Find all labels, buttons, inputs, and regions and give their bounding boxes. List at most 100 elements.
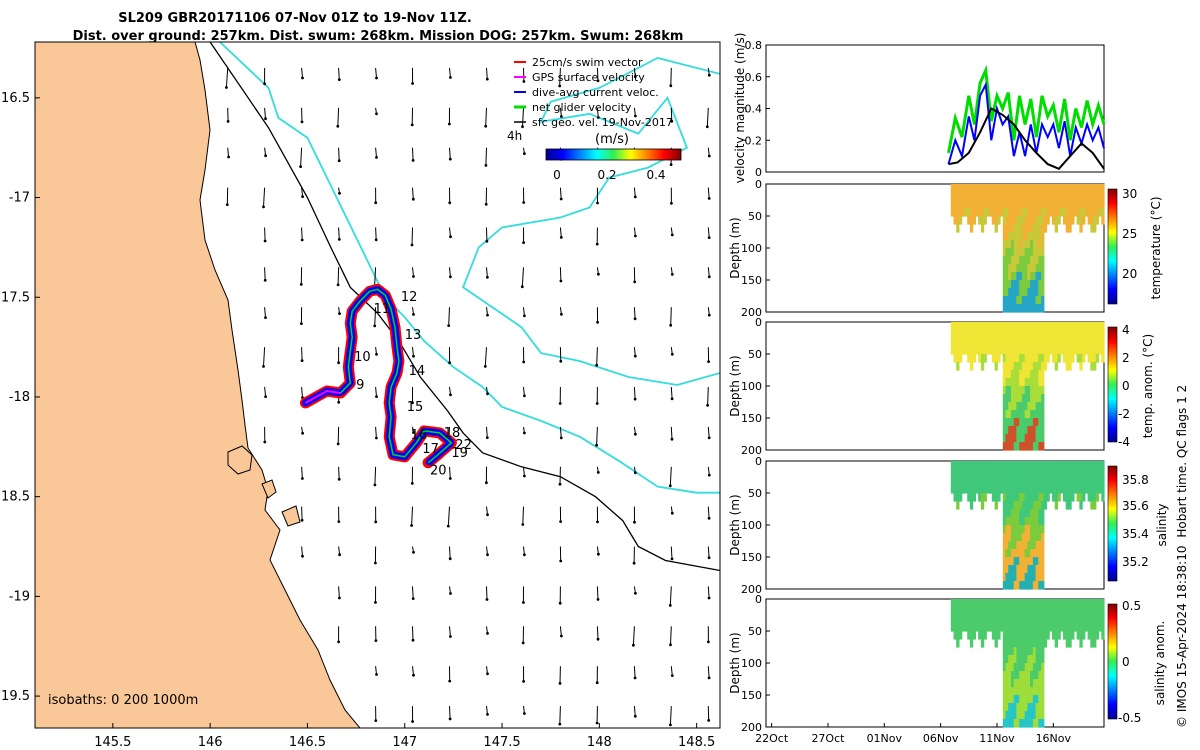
heat-cell (1079, 493, 1083, 502)
current-arrow-head (486, 313, 489, 317)
heat-cell (1038, 461, 1042, 470)
heat-cell (1011, 525, 1015, 534)
heat-cell (1032, 565, 1037, 574)
current-arrow-head (523, 152, 526, 156)
heat-cell (1002, 719, 1007, 728)
heat-cell (964, 607, 968, 616)
heat-cell (1002, 434, 1007, 443)
heat-cell (1073, 477, 1078, 486)
depth-tick-label: 0 (755, 455, 762, 468)
heat-cell (1021, 703, 1026, 712)
heat-cell (1071, 599, 1075, 608)
current-arrow (447, 506, 450, 527)
heat-cell (1057, 216, 1061, 225)
heat-cell (956, 224, 960, 233)
heat-cell (1016, 208, 1020, 217)
heat-cell (950, 461, 955, 470)
heat-cell (980, 607, 985, 616)
track-day-label: 10 (354, 350, 371, 365)
heat-cell (1087, 493, 1091, 502)
heat-cell (1073, 615, 1078, 624)
heat-cell (1021, 338, 1026, 347)
heat-cell (1090, 469, 1094, 478)
heat-cell (1095, 493, 1100, 502)
heat-cell (1098, 330, 1102, 339)
heat-cell (1041, 426, 1045, 435)
heat-cell (1087, 192, 1091, 201)
heat-cell (1095, 477, 1100, 486)
heat-cell (1068, 200, 1072, 209)
heat-cell (1011, 362, 1015, 371)
current-arrow-head (449, 393, 452, 397)
heat-cell (1027, 711, 1031, 720)
current-arrow (707, 227, 710, 238)
heat-cell (1002, 296, 1007, 305)
current-arrow (337, 107, 340, 127)
heat-cell (1052, 615, 1056, 624)
current-arrow-head (522, 360, 526, 364)
heat-cell (972, 477, 976, 486)
current-arrow-head (559, 279, 563, 283)
current-arrow (707, 267, 710, 277)
heat-cell (1019, 296, 1023, 305)
isobath-1000-line (462, 57, 720, 386)
temp-colorbar (1107, 188, 1118, 305)
heat-cell (1021, 394, 1026, 403)
heat-cell (1032, 549, 1037, 558)
current-arrow-head (707, 73, 711, 77)
heat-cell (1008, 362, 1012, 371)
heat-cell (1013, 354, 1017, 363)
current-arrow-head (225, 203, 229, 207)
heat-cell (1013, 493, 1017, 502)
heat-cell (983, 469, 987, 478)
current-arrow (707, 386, 709, 406)
heat-cell (959, 200, 963, 209)
map-xtick-label: 147 (392, 735, 417, 750)
heat-cell (972, 322, 976, 331)
heat-cell (1024, 232, 1028, 241)
heat-cell (1024, 208, 1028, 217)
heat-cell (975, 184, 979, 193)
track-day-label: 13 (405, 328, 422, 343)
heat-cell (1063, 607, 1067, 616)
heat-cell (1002, 549, 1007, 558)
heat-cell (1005, 322, 1009, 331)
heat-cell (1032, 533, 1037, 542)
heat-cell (1101, 623, 1105, 632)
heat-cell (1019, 631, 1023, 640)
heat-cell (1084, 477, 1089, 486)
heat-cell (953, 346, 957, 355)
heat-cell (1095, 208, 1100, 217)
heat-cell (1024, 296, 1028, 305)
heat-cell (1013, 322, 1017, 331)
heat-cell (1032, 338, 1037, 347)
heat-cell (1008, 224, 1012, 233)
heat-cell (1008, 517, 1012, 526)
heat-cell (1011, 280, 1015, 289)
heat-cell (1038, 493, 1042, 502)
heat-cell (1021, 386, 1026, 395)
heat-cell (989, 322, 993, 331)
heat-cell (1016, 272, 1020, 281)
depth-tick-label: 100 (741, 242, 762, 255)
heat-cell (1005, 607, 1009, 616)
current-arrow (449, 267, 451, 277)
heat-cell (1021, 501, 1026, 510)
heat-cell (1032, 695, 1037, 704)
heat-cell (969, 192, 974, 201)
heat-cell (1030, 599, 1034, 608)
heat-cell (1002, 442, 1007, 451)
heat-cell (1019, 346, 1023, 355)
heat-cell (1041, 362, 1045, 371)
heat-cell (1084, 200, 1089, 209)
heat-cell (1024, 469, 1028, 478)
heat-cell (1016, 224, 1020, 233)
heat-cell (1013, 208, 1017, 217)
heat-cell (953, 631, 957, 640)
heat-cell (1011, 711, 1015, 720)
heat-cell (1052, 477, 1056, 486)
heat-cell (1027, 296, 1031, 305)
heat-cell (1090, 224, 1094, 233)
heat-cell (1043, 338, 1048, 347)
heat-cell (1008, 565, 1012, 574)
